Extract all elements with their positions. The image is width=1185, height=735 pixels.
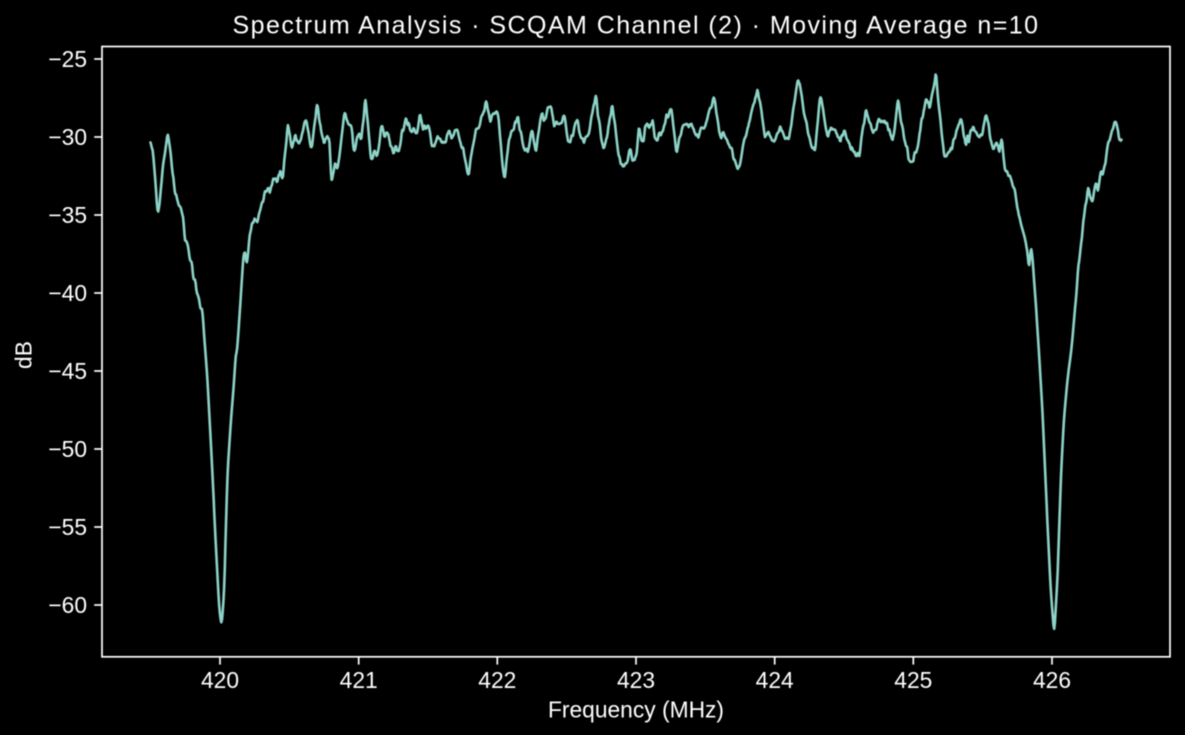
svg-text:420: 420 <box>201 667 239 693</box>
svg-text:424: 424 <box>756 667 794 693</box>
svg-text:Frequency (MHz): Frequency (MHz) <box>548 696 724 722</box>
svg-text:421: 421 <box>340 667 378 693</box>
svg-text:−35: −35 <box>48 202 87 228</box>
svg-text:423: 423 <box>617 667 655 693</box>
svg-text:−25: −25 <box>48 46 87 72</box>
svg-text:−55: −55 <box>48 514 87 540</box>
svg-text:−45: −45 <box>48 358 87 384</box>
svg-text:426: 426 <box>1033 667 1071 693</box>
svg-text:422: 422 <box>478 667 516 693</box>
svg-text:−60: −60 <box>48 592 87 618</box>
svg-text:−30: −30 <box>48 124 87 150</box>
svg-text:−50: −50 <box>48 436 87 462</box>
svg-text:dB: dB <box>11 341 37 369</box>
svg-text:425: 425 <box>894 667 932 693</box>
svg-text:−40: −40 <box>48 280 87 306</box>
svg-text:Spectrum Analysis · SCQAM Chan: Spectrum Analysis · SCQAM Channel (2) · … <box>233 12 1040 40</box>
